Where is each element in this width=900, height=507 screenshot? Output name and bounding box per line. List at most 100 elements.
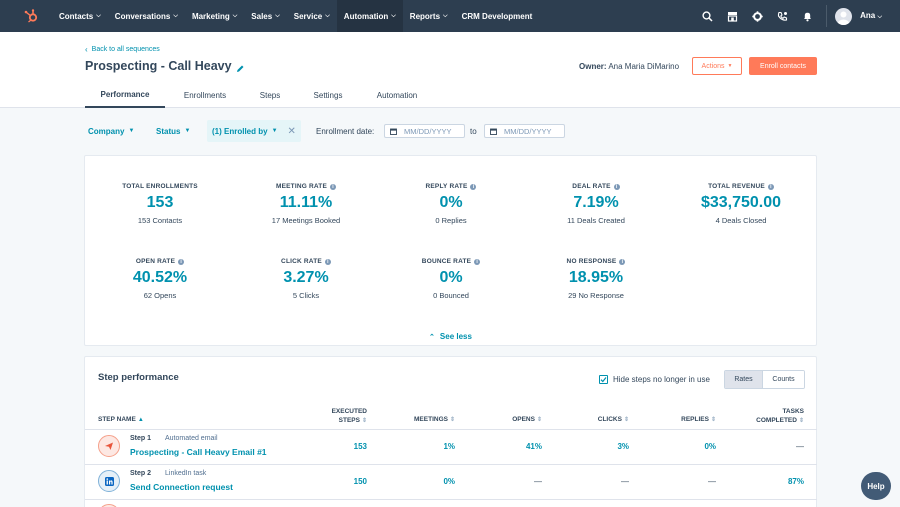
- cell-meetings[interactable]: 0%: [443, 477, 455, 486]
- stat-sub: 0 Replies: [435, 216, 467, 225]
- step-performance-card: Step performance Hide steps no longer in…: [84, 356, 817, 507]
- stat-value[interactable]: 11.11%: [279, 194, 333, 211]
- notifications-icon[interactable]: [795, 0, 820, 32]
- to-label: to: [470, 127, 477, 136]
- cell-opens[interactable]: 41%: [525, 442, 542, 451]
- step-name-link[interactable]: Send Connection request: [130, 482, 233, 492]
- stat-value[interactable]: 0%: [439, 269, 463, 286]
- sort-icon: ⇕: [449, 417, 455, 423]
- tab-settings[interactable]: Settings: [313, 91, 343, 100]
- enroll-contacts-button[interactable]: Enroll contacts: [749, 57, 817, 75]
- filter-bar: Company ▼ Status ▼ (1) Enrolled by ▼ ✕ Enrol…: [0, 108, 900, 154]
- owner-name: Ana Maria DiMarino: [608, 62, 680, 71]
- start-date-input[interactable]: MM/DD/YYYY: [384, 124, 465, 138]
- rates-toggle-button[interactable]: Rates: [725, 371, 763, 388]
- tab-performance[interactable]: Performance: [85, 83, 165, 108]
- calling-icon[interactable]: [770, 0, 795, 32]
- stat-reply-rate: REPLY RATE i 0% 0 Replies: [376, 183, 526, 225]
- stat-value[interactable]: 18.95%: [568, 269, 624, 286]
- stat-total-revenue: TOTAL REVENUE i $33,750.00 4 Deals Closed: [666, 183, 816, 225]
- stat-value[interactable]: 3.27%: [283, 269, 329, 286]
- step-type: Automated email: [165, 435, 218, 442]
- column-step-name[interactable]: STEP NAME ▲: [98, 416, 144, 423]
- nav-reports[interactable]: Reports ⌵: [409, 11, 448, 21]
- stat-label: TOTAL ENROLLMENTS: [122, 183, 198, 190]
- chevron-down-icon: ⌵: [96, 12, 101, 19]
- tab-steps[interactable]: Steps: [259, 91, 281, 100]
- actions-button[interactable]: Actions ▼: [692, 57, 742, 75]
- sort-icon: ⇕: [536, 417, 542, 423]
- info-icon[interactable]: i: [178, 258, 185, 265]
- info-icon[interactable]: i: [330, 183, 337, 190]
- cell-tasks[interactable]: 87%: [787, 477, 804, 486]
- info-icon[interactable]: i: [619, 258, 626, 265]
- settings-icon[interactable]: [745, 0, 770, 32]
- help-button[interactable]: Help: [861, 472, 891, 500]
- top-navigation: Contacts ⌵ Conversations ⌵ Marketing ⌵ Sale…: [0, 0, 900, 32]
- column-tasks-completed[interactable]: TASKS COMPLETED ⇕: [756, 408, 804, 424]
- sequence-tabs: Performance Enrollments Steps Settings A…: [85, 83, 433, 108]
- column-executed-steps[interactable]: EXECUTED STEPS ⇕: [331, 408, 367, 424]
- stat-sub: 29 No Response: [568, 291, 624, 300]
- info-icon[interactable]: i: [613, 183, 620, 190]
- see-less-button[interactable]: ⌃ See less: [429, 332, 472, 341]
- nav-contacts[interactable]: Contacts ⌵: [59, 11, 101, 21]
- user-menu[interactable]: Ana ⌵: [860, 11, 882, 20]
- linkedin-icon: [98, 470, 120, 492]
- nav-conversations[interactable]: Conversations ⌵: [114, 11, 178, 21]
- chevron-left-icon: ‹: [85, 45, 88, 54]
- end-date-input[interactable]: MM/DD/YYYY: [484, 124, 565, 138]
- column-replies[interactable]: REPLIES ⇕: [681, 416, 716, 423]
- nav-service[interactable]: Service ⌵: [293, 11, 330, 21]
- cell-executed[interactable]: 150: [353, 477, 367, 486]
- stat-value[interactable]: $33,750.00: [700, 194, 782, 211]
- column-clicks[interactable]: CLICKS ⇕: [597, 416, 629, 423]
- search-icon[interactable]: [695, 0, 720, 32]
- enrolled-by-filter[interactable]: (1) Enrolled by ▼ ✕: [207, 120, 301, 142]
- stat-value[interactable]: 40.52%: [132, 269, 188, 286]
- stat-deal-rate: DEAL RATE i 7.19% 11 Deals Created: [521, 183, 671, 225]
- avatar[interactable]: [835, 7, 853, 25]
- back-to-sequences-link[interactable]: ‹ Back to all sequences: [85, 45, 160, 54]
- cell-replies[interactable]: 0%: [704, 442, 716, 451]
- info-icon[interactable]: i: [474, 258, 481, 265]
- stat-value[interactable]: 7.19%: [573, 194, 619, 211]
- company-filter[interactable]: Company ▼: [88, 126, 135, 136]
- nav-crm-development[interactable]: CRM Development: [461, 11, 533, 21]
- counts-toggle-button[interactable]: Counts: [763, 371, 804, 388]
- marketplace-icon[interactable]: [720, 0, 745, 32]
- step-name-link[interactable]: Prospecting - Call Heavy Email #1: [130, 447, 267, 457]
- tab-enrollments[interactable]: Enrollments: [183, 91, 227, 100]
- close-icon[interactable]: ✕: [287, 125, 296, 137]
- checkbox-checked-icon[interactable]: [599, 375, 608, 384]
- pencil-icon[interactable]: [236, 60, 245, 78]
- stat-no-response: NO RESPONSE i 18.95% 29 No Response: [521, 258, 671, 300]
- cell-executed[interactable]: 153: [353, 442, 367, 451]
- stat-label: MEETING RATE i: [231, 183, 381, 190]
- nav-sales[interactable]: Sales ⌵: [251, 11, 280, 21]
- chevron-down-icon: ⌵: [173, 12, 178, 19]
- info-icon[interactable]: i: [324, 258, 331, 265]
- page-title: Prospecting - Call Heavy: [85, 59, 232, 73]
- stat-sub: 62 Opens: [143, 291, 177, 300]
- cell-meetings[interactable]: 1%: [443, 442, 455, 451]
- stat-value[interactable]: 153: [146, 194, 174, 211]
- info-icon[interactable]: i: [767, 183, 774, 190]
- stat-label: DEAL RATE i: [521, 183, 671, 190]
- end-date-placeholder: MM/DD/YYYY: [504, 126, 552, 136]
- stat-value[interactable]: 0%: [439, 194, 463, 211]
- rates-counts-toggle: Rates Counts: [724, 370, 805, 389]
- step-performance-title: Step performance: [98, 372, 179, 383]
- tab-automation[interactable]: Automation: [376, 91, 418, 100]
- chevron-down-icon: ⌵: [232, 12, 238, 19]
- nav-automation[interactable]: Automation ⌵: [336, 0, 403, 32]
- column-meetings[interactable]: MEETINGS ⇕: [414, 416, 455, 423]
- chevron-down-icon: ⌵: [443, 12, 448, 19]
- nav-marketing[interactable]: Marketing ⌵: [191, 11, 238, 21]
- hide-steps-toggle[interactable]: Hide steps no longer in use: [599, 375, 710, 384]
- column-opens[interactable]: OPENS ⇕: [512, 416, 542, 423]
- status-filter[interactable]: Status ▼: [156, 126, 191, 136]
- hubspot-logo-icon[interactable]: [16, 0, 46, 32]
- cell-clicks[interactable]: 3%: [617, 442, 629, 451]
- info-icon[interactable]: i: [470, 183, 477, 190]
